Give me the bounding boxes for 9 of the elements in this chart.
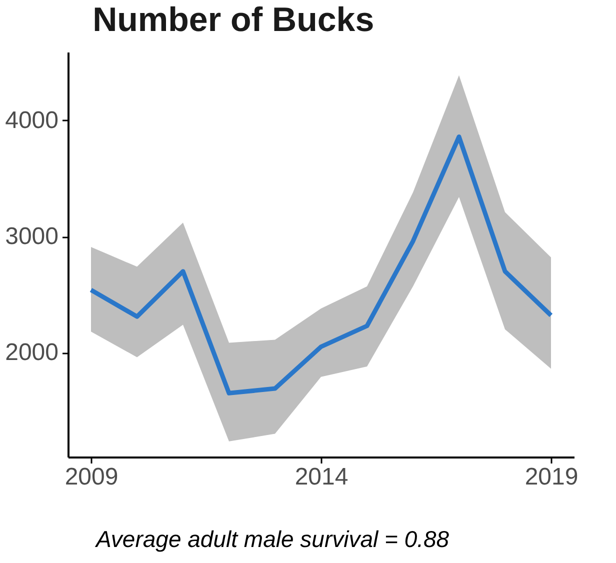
chart-title: Number of Bucks bbox=[92, 1, 374, 39]
y-tick-label: 4000 bbox=[5, 106, 58, 134]
y-tick-label: 3000 bbox=[5, 223, 58, 250]
x-tick-label: 2019 bbox=[524, 464, 578, 490]
x-tick-label: 2014 bbox=[294, 464, 348, 490]
y-tick-label: 2000 bbox=[5, 339, 58, 366]
x-tick-label: 2009 bbox=[64, 464, 118, 490]
line-series bbox=[88, 134, 554, 396]
text: Average adult male survival = 0.88 bbox=[96, 526, 450, 553]
